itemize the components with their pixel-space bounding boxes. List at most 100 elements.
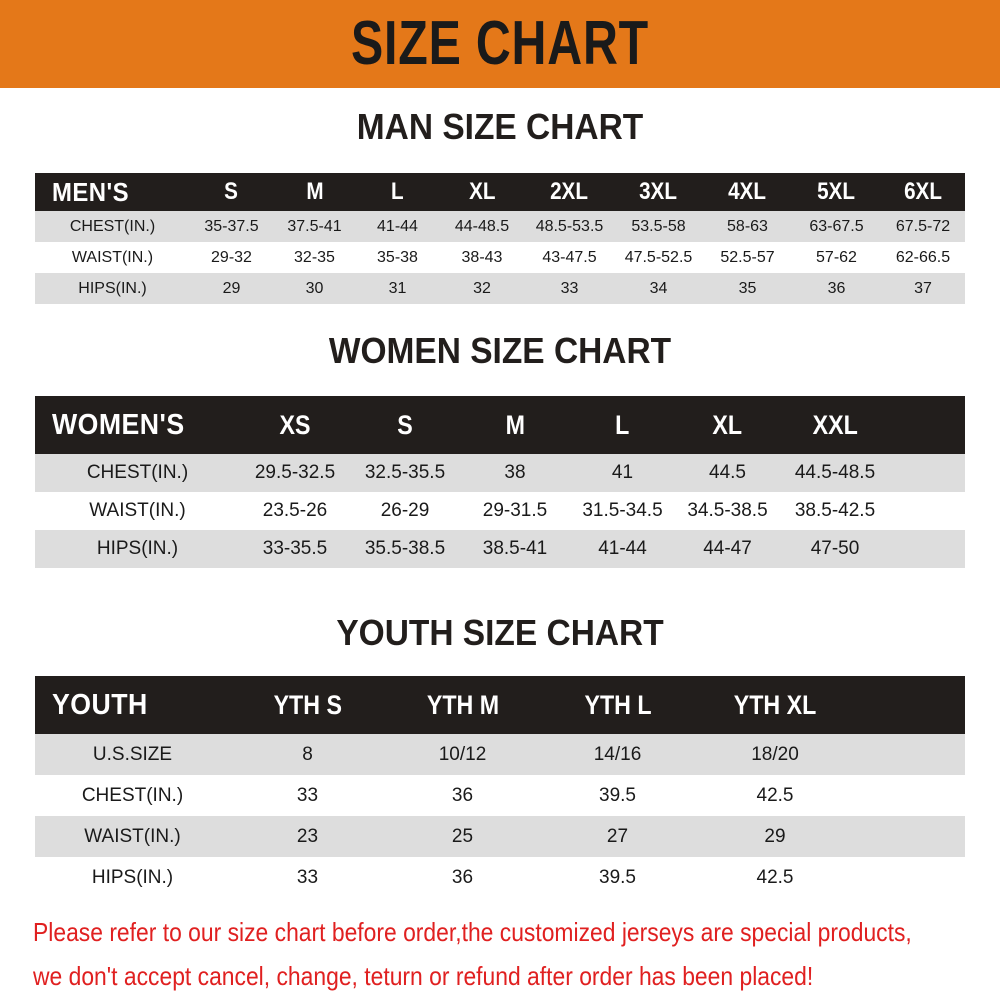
women-waist-xs: 23.5-26 xyxy=(240,492,350,530)
man-header-size-l: L xyxy=(391,178,404,205)
man-header-size-m: M xyxy=(305,178,324,205)
man-waist-6xl: 62-66.5 xyxy=(881,242,965,273)
youth-row-label-us-size: U.S.SIZE xyxy=(35,734,230,775)
youth-row-label-hips: HIPS(IN.) xyxy=(35,857,230,898)
man-hips-4xl: 35 xyxy=(703,273,792,304)
table-row: HIPS(IN.) 29 30 31 32 33 34 35 36 37 xyxy=(35,273,965,304)
women-row-label-chest: CHEST(IN.) xyxy=(35,454,240,492)
man-hips-m: 30 xyxy=(273,273,356,304)
man-hips-6xl: 37 xyxy=(881,273,965,304)
women-waist-xl: 34.5-38.5 xyxy=(675,492,780,530)
table-row: CHEST(IN.) 35-37.5 37.5-41 41-44 44-48.5… xyxy=(35,211,965,242)
youth-waist-s: 23 xyxy=(230,816,385,857)
women-size-table: WOMEN'S XS S M L XL XXL CHEST(IN.) 29.5-… xyxy=(35,396,965,568)
table-row: U.S.SIZE 8 10/12 14/16 18/20 xyxy=(35,734,965,775)
youth-header-size-m: YTH M xyxy=(426,689,499,720)
man-chest-2xl: 48.5-53.5 xyxy=(525,211,614,242)
notice-line-1: Please refer to our size chart before or… xyxy=(33,917,912,947)
youth-waist-spacer xyxy=(855,816,965,857)
table-row: HIPS(IN.) 33 36 39.5 42.5 xyxy=(35,857,965,898)
women-header-row: WOMEN'S XS S M L XL XXL xyxy=(35,396,965,454)
youth-header-size-xl: YTH XL xyxy=(733,689,817,720)
youth-hips-s: 33 xyxy=(230,857,385,898)
women-table-head: WOMEN'S XS S M L XL XXL xyxy=(35,396,965,454)
women-header-label: WOMEN'S xyxy=(52,408,185,441)
youth-chest-xl: 42.5 xyxy=(695,775,855,816)
women-hips-spacer xyxy=(890,530,965,568)
man-header-size-5xl: 5XL xyxy=(817,178,856,205)
man-hips-xl: 32 xyxy=(439,273,525,304)
women-waist-spacer xyxy=(890,492,965,530)
youth-chest-l: 39.5 xyxy=(540,775,695,816)
table-row: WAIST(IN.) 29-32 32-35 35-38 38-43 43-47… xyxy=(35,242,965,273)
women-waist-s: 26-29 xyxy=(350,492,460,530)
man-hips-5xl: 36 xyxy=(792,273,881,304)
man-row-label-waist: WAIST(IN.) xyxy=(35,242,190,273)
man-row-label-chest: CHEST(IN.) xyxy=(35,211,190,242)
man-hips-2xl: 33 xyxy=(525,273,614,304)
women-section-title-text: WOMEN SIZE CHART xyxy=(328,330,672,371)
notice-line-2: we don't accept cancel, change, teturn o… xyxy=(33,961,814,991)
man-waist-m: 32-35 xyxy=(273,242,356,273)
women-chest-l: 41 xyxy=(570,454,675,492)
man-header-size-6xl: 6XL xyxy=(904,178,942,205)
women-header-size-s: S xyxy=(397,409,413,440)
youth-section-title-text: YOUTH SIZE CHART xyxy=(336,612,664,653)
women-chest-spacer xyxy=(890,454,965,492)
youth-us-size-spacer xyxy=(855,734,965,775)
youth-header-label: YOUTH xyxy=(52,688,148,721)
man-header-label: MEN'S xyxy=(52,176,130,207)
youth-hips-m: 36 xyxy=(385,857,540,898)
women-hips-xl: 44-47 xyxy=(675,530,780,568)
youth-us-size-s: 8 xyxy=(230,734,385,775)
women-chest-xxl: 44.5-48.5 xyxy=(780,454,890,492)
women-hips-m: 38.5-41 xyxy=(460,530,570,568)
man-waist-5xl: 57-62 xyxy=(792,242,881,273)
women-chest-m: 38 xyxy=(460,454,570,492)
youth-waist-m: 25 xyxy=(385,816,540,857)
man-waist-4xl: 52.5-57 xyxy=(703,242,792,273)
youth-chest-m: 36 xyxy=(385,775,540,816)
man-waist-2xl: 43-47.5 xyxy=(525,242,614,273)
women-hips-l: 41-44 xyxy=(570,530,675,568)
man-waist-s: 29-32 xyxy=(190,242,273,273)
man-table-body: CHEST(IN.) 35-37.5 37.5-41 41-44 44-48.5… xyxy=(35,211,965,304)
man-header-size-3xl: 3XL xyxy=(639,178,678,205)
women-header-size-m: M xyxy=(505,409,525,440)
youth-us-size-l: 14/16 xyxy=(540,734,695,775)
women-hips-xs: 33-35.5 xyxy=(240,530,350,568)
man-header-size-s: S xyxy=(224,178,239,205)
man-header-size-xl: XL xyxy=(468,178,496,205)
youth-header-size-s: YTH S xyxy=(273,689,342,720)
table-row: HIPS(IN.) 33-35.5 35.5-38.5 38.5-41 41-4… xyxy=(35,530,965,568)
women-table-body: CHEST(IN.) 29.5-32.5 32.5-35.5 38 41 44.… xyxy=(35,454,965,568)
table-row: WAIST(IN.) 23.5-26 26-29 29-31.5 31.5-34… xyxy=(35,492,965,530)
table-row: CHEST(IN.) 33 36 39.5 42.5 xyxy=(35,775,965,816)
man-header-row: MEN'S S M L XL 2XL 3XL 4XL 5XL 6XL xyxy=(35,173,965,211)
man-chest-6xl: 67.5-72 xyxy=(881,211,965,242)
youth-header-row: YOUTH YTH S YTH M YTH L YTH XL xyxy=(35,676,965,734)
women-chest-xs: 29.5-32.5 xyxy=(240,454,350,492)
banner-title: SIZE CHART xyxy=(351,9,649,78)
table-row: CHEST(IN.) 29.5-32.5 32.5-35.5 38 41 44.… xyxy=(35,454,965,492)
youth-waist-xl: 29 xyxy=(695,816,855,857)
youth-hips-l: 39.5 xyxy=(540,857,695,898)
women-section-title: WOMEN SIZE CHART xyxy=(0,332,1000,370)
women-waist-l: 31.5-34.5 xyxy=(570,492,675,530)
page-banner: SIZE CHART xyxy=(0,0,1000,88)
table-row: WAIST(IN.) 23 25 27 29 xyxy=(35,816,965,857)
youth-us-size-xl: 18/20 xyxy=(695,734,855,775)
youth-hips-spacer xyxy=(855,857,965,898)
women-hips-s: 35.5-38.5 xyxy=(350,530,460,568)
man-chest-m: 37.5-41 xyxy=(273,211,356,242)
man-chest-3xl: 53.5-58 xyxy=(614,211,703,242)
man-header-size-4xl: 4XL xyxy=(728,178,767,205)
youth-chest-spacer xyxy=(855,775,965,816)
man-chest-s: 35-37.5 xyxy=(190,211,273,242)
youth-size-table: YOUTH YTH S YTH M YTH L YTH XL U.S.SIZE … xyxy=(35,676,965,898)
man-waist-xl: 38-43 xyxy=(439,242,525,273)
man-chest-xl: 44-48.5 xyxy=(439,211,525,242)
women-chest-xl: 44.5 xyxy=(675,454,780,492)
man-chest-l: 41-44 xyxy=(356,211,439,242)
